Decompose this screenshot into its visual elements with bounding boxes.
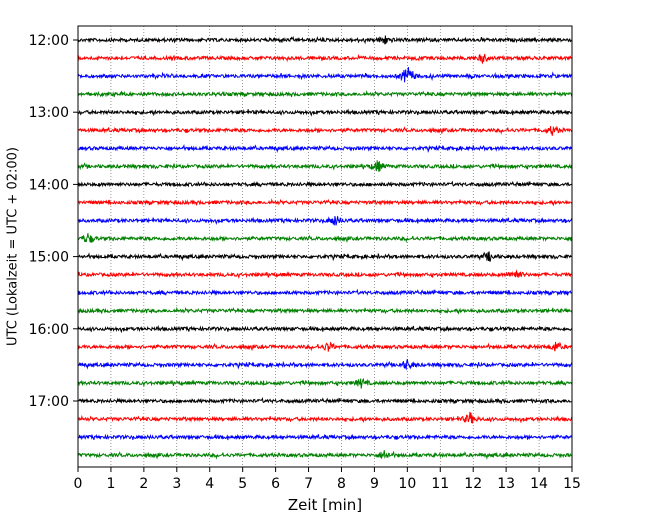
x-axis-label: Zeit [min] [288,496,362,514]
trace-line [77,216,573,226]
trace-line [77,251,573,262]
x-tick-label: 11 [431,476,449,492]
trace-line [77,325,573,334]
x-tick-label: 4 [205,476,214,492]
trace-line [77,359,573,371]
trace-line [77,341,573,352]
trace-line [77,125,573,136]
x-tick-label: 14 [530,476,548,492]
trace-line [77,180,573,188]
x-tick-label: 2 [139,476,148,492]
trace-line [77,233,573,244]
trace-line [77,67,573,83]
trace-line [77,306,573,315]
trace-line [77,433,573,441]
trace-line [77,160,573,172]
y-tick-label: 13:00 [29,105,69,121]
x-tick-label: 1 [106,476,115,492]
y-axis-label: UTC (Lokalzeit = UTC + 02:00) [6,147,21,346]
trace-line [77,288,573,297]
y-tick-label: 12:00 [29,33,69,49]
trace-line [77,269,573,280]
trace-line [77,89,573,98]
x-tick-label: 8 [337,476,346,492]
y-tick-label: 15:00 [29,250,69,266]
plot-frame [77,25,573,468]
x-tick-label: 12 [464,476,482,492]
tick-layer: 0 1 2 3 4 5 6 7 8 9 10 11 12 13 14 1512:0013:0014:0015:… [29,33,581,492]
x-tick-label: 5 [238,476,247,492]
x-tick-label: 15 [563,476,581,492]
trace-line [77,411,573,424]
trace-line [77,35,573,45]
trace-layer [77,35,573,460]
y-tick-label: 14:00 [29,177,69,193]
trace-line [77,397,573,405]
y-tick-label: 17:00 [29,394,69,410]
x-tick-label: 13 [497,476,515,492]
y-tick-label: 16:00 [29,322,69,338]
trace-line [77,450,573,460]
trace-line [77,108,573,117]
x-tick-label: 10 [398,476,416,492]
x-tick-label: 3 [172,476,181,492]
trace-line [77,143,573,154]
trace-line [77,53,573,65]
x-tick-label: 9 [370,476,379,492]
x-tick-label: 6 [271,476,280,492]
trace-line [77,377,573,389]
x-tick-label: 7 [304,476,313,492]
trace-line [77,198,573,207]
x-tick-label: 0 [74,476,83,492]
